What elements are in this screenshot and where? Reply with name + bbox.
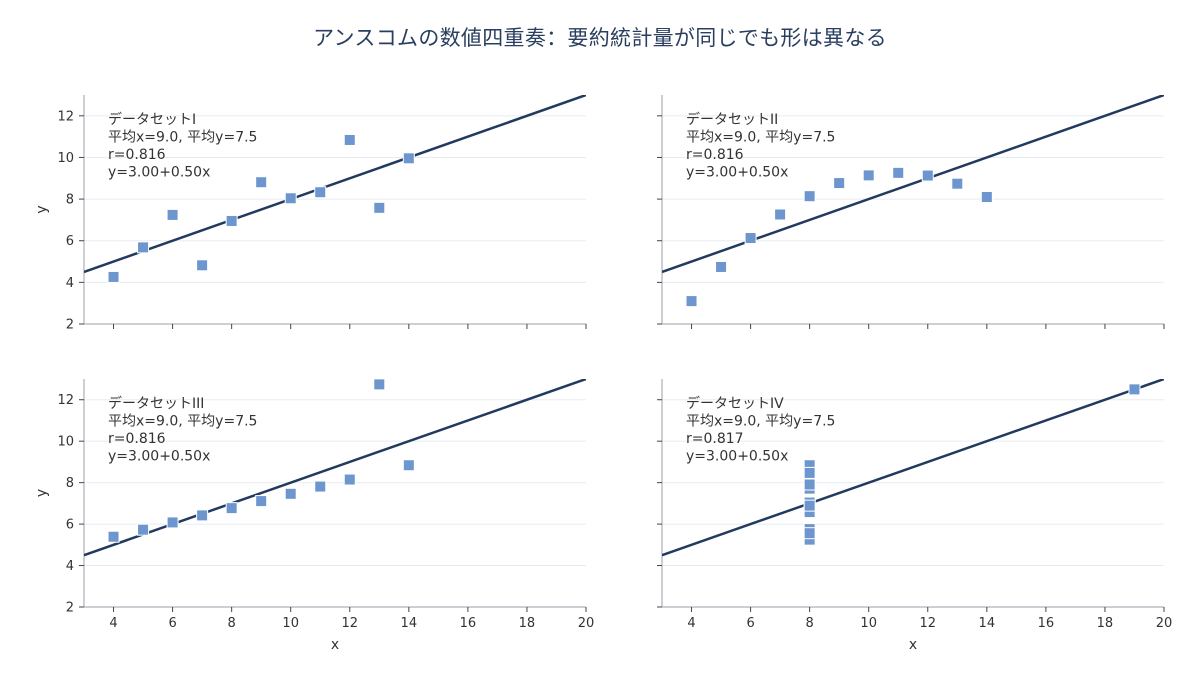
data-point [833, 177, 846, 190]
x-tick-label: 6 [746, 616, 754, 631]
data-point [951, 177, 964, 190]
y-tick-label: 4 [66, 559, 74, 574]
data-point [255, 495, 268, 508]
x-tick-label: 10 [860, 616, 877, 631]
data-point [225, 214, 238, 227]
y-tick-label: 12 [57, 393, 74, 408]
data-point [803, 499, 816, 512]
panel-bottom-right: 4 6 8 10 12 14 16 18 20 x データセットIV 平均x=9.0, 平均y=7.5… [657, 379, 1172, 653]
x-tick-label: 8 [806, 616, 814, 631]
x-tick-label: 14 [401, 616, 418, 631]
x-tick-label: 6 [168, 616, 176, 631]
x-tick-label: 16 [1038, 616, 1055, 631]
data-point [137, 523, 150, 536]
data-point [137, 241, 150, 254]
y-tick-label: 12 [57, 109, 74, 124]
x-tick-label: 14 [979, 616, 996, 631]
y-tick-label: 8 [66, 476, 74, 491]
data-point [196, 259, 209, 272]
data-point [892, 166, 905, 179]
panel-top-right: データセットII 平均x=9.0, 平均y=7.5r=0.816 y=3.00+0.… [657, 95, 1165, 329]
data-point [980, 191, 993, 204]
data-point [225, 502, 238, 515]
panel-bottom-left: 2 4 6 8 10 12 4 6 8 10 12 14 16 18 20 y x データセットIII 平均x=9.… [34, 378, 595, 653]
x-tick-label: 20 [578, 616, 595, 631]
regression-line [662, 379, 1164, 557]
annotation-line: データセットIII [108, 395, 204, 412]
y-tick-label: 8 [66, 193, 74, 208]
y-tick-label: 6 [66, 518, 74, 533]
y-tick-label: 4 [66, 276, 74, 291]
x-tick-label: 12 [341, 616, 358, 631]
annotation-line: 平均x=9.0, 平均y=7.5 [686, 414, 835, 430]
y-tick-label: 2 [66, 318, 74, 333]
annotation-line: y=3.00+0.50x [108, 449, 210, 465]
data-point [196, 509, 209, 522]
annotation-line: 平均x=9.0, 平均y=7.5 [108, 130, 257, 146]
data-point [921, 169, 934, 182]
x-axis-label: x [909, 637, 917, 653]
x-axis-label: x [331, 637, 339, 653]
annotation-line: r=0.816 [108, 431, 166, 447]
x-tick-label: 12 [919, 616, 936, 631]
x-tick-label: 4 [109, 616, 117, 631]
y-axis-label: y [34, 489, 50, 497]
annotation-line: データセットIV [686, 395, 784, 412]
data-point [314, 480, 327, 493]
x-tick-label: 10 [282, 616, 299, 631]
data-point [803, 527, 816, 540]
annotation-line: データセットI [108, 111, 196, 128]
x-tick-label: 8 [228, 616, 236, 631]
x-tick-label: 4 [687, 616, 695, 631]
annotation-line: r=0.816 [686, 147, 744, 163]
annotation-line: 平均x=9.0, 平均y=7.5 [686, 130, 835, 146]
x-tick-label: 18 [519, 616, 536, 631]
y-tick-label: 10 [57, 435, 74, 450]
data-point [166, 516, 179, 529]
data-point [314, 186, 327, 199]
data-point [744, 232, 757, 245]
data-point [715, 260, 728, 273]
data-point [803, 478, 816, 491]
panel-top-left: 2 4 6 8 10 12 y データセットI 平均x=9.0, 平均y=7.5r=0.816 y… [34, 95, 587, 333]
data-point [1128, 383, 1141, 396]
data-point [343, 473, 356, 486]
data-point [166, 208, 179, 221]
data-point [774, 208, 787, 221]
data-point [373, 378, 386, 391]
data-point [343, 133, 356, 146]
y-axis-label: y [34, 205, 50, 213]
data-point [284, 192, 297, 205]
annotation-line: y=3.00+0.50x [686, 449, 788, 465]
y-tick-label: 6 [66, 234, 74, 249]
annotation-line: y=3.00+0.50x [108, 165, 210, 181]
y-tick-label: 10 [57, 151, 74, 166]
data-point [803, 466, 816, 479]
annotation-line: r=0.817 [686, 431, 744, 447]
data-point [402, 459, 415, 472]
annotation-line: y=3.00+0.50x [686, 165, 788, 181]
x-tick-label: 20 [1156, 616, 1173, 631]
data-point [803, 190, 816, 203]
data-point [862, 169, 875, 182]
x-tick-label: 18 [1097, 616, 1114, 631]
data-point [107, 530, 120, 543]
chart-title: アンスコムの数値四重奏：要約統計量が同じでも形は異なる [313, 26, 887, 50]
data-point [284, 487, 297, 500]
data-point [373, 201, 386, 214]
regression-line [84, 95, 586, 274]
data-point [255, 176, 268, 189]
x-tick-label: 16 [460, 616, 477, 631]
annotation-line: r=0.816 [108, 147, 166, 163]
data-point [685, 295, 698, 308]
data-point [107, 270, 120, 283]
y-tick-label: 2 [66, 601, 74, 616]
annotation-line: データセットII [686, 111, 778, 128]
data-point [402, 152, 415, 165]
annotation-line: 平均x=9.0, 平均y=7.5 [108, 414, 257, 430]
